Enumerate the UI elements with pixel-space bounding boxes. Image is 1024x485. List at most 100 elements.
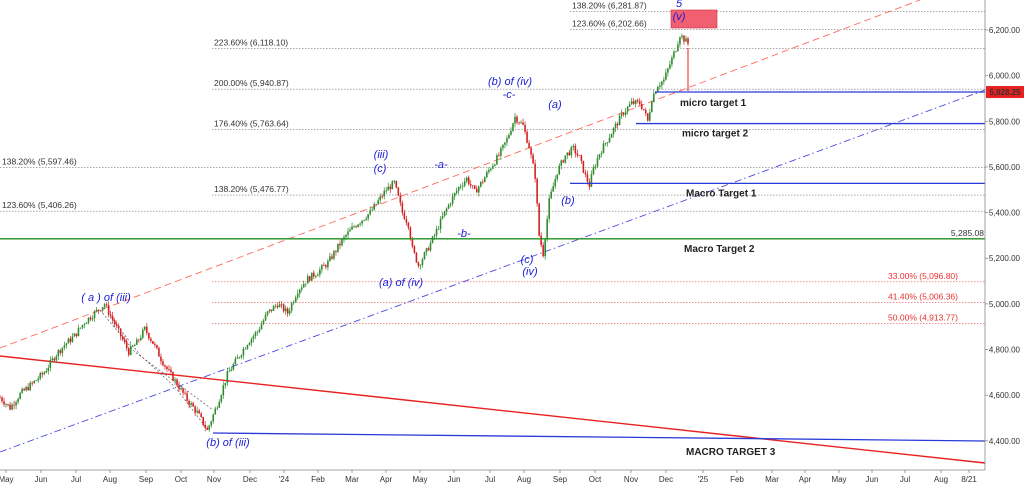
fib-level-label: 138.20% (5,476.77) xyxy=(214,184,289,194)
wave-label: (a) xyxy=(548,99,562,111)
candle-body xyxy=(546,218,548,240)
candle-body xyxy=(622,113,625,115)
candle-body xyxy=(653,93,655,102)
candle-body xyxy=(121,336,124,340)
candle-body xyxy=(558,165,561,175)
candle-body xyxy=(71,336,74,342)
candle-body xyxy=(494,164,496,166)
candle-body xyxy=(278,304,281,308)
candle-body xyxy=(29,382,31,391)
candle-body xyxy=(482,181,484,183)
candle-body xyxy=(657,86,659,93)
macro-target-3-line xyxy=(212,432,986,442)
x-tick-label: Jul xyxy=(485,475,495,484)
candle-body xyxy=(646,113,649,121)
candle-body xyxy=(133,344,136,347)
candle-body xyxy=(282,304,285,312)
candle-body xyxy=(371,209,373,211)
candle-body xyxy=(667,68,669,73)
candle-body xyxy=(166,366,168,370)
candle-body xyxy=(220,395,223,402)
candle-body xyxy=(95,309,98,312)
candle-body xyxy=(451,196,454,204)
x-tick-label: Jun xyxy=(35,475,48,484)
candle-body xyxy=(244,348,247,350)
candle-body xyxy=(99,310,102,312)
candle-body xyxy=(105,304,108,306)
candle-body xyxy=(9,404,11,410)
wave-label: (c) xyxy=(374,163,387,175)
candle-body xyxy=(65,343,68,346)
x-tick-label: Apr xyxy=(380,475,393,484)
candle-body xyxy=(41,373,44,375)
candle-body xyxy=(156,345,158,348)
candle-body xyxy=(83,324,86,325)
candle-body xyxy=(67,338,70,344)
x-tick-label: Aug xyxy=(934,475,948,484)
candle-body xyxy=(140,337,142,341)
candle-body xyxy=(355,226,357,228)
candle-body xyxy=(373,204,375,210)
candle-body xyxy=(655,92,657,94)
candle-body xyxy=(475,188,478,193)
candle-body xyxy=(626,106,629,112)
x-tick-label: Dec xyxy=(243,475,257,484)
x-tick-label: Jun xyxy=(866,475,879,484)
candle-body xyxy=(17,398,19,403)
candle-body xyxy=(383,190,386,197)
candle-body xyxy=(93,311,96,319)
candle-body xyxy=(276,305,279,308)
candle-body xyxy=(200,413,202,417)
candle-body xyxy=(612,128,615,135)
candle-body xyxy=(512,123,514,131)
x-tick-label: Nov xyxy=(624,475,638,484)
candle-body xyxy=(562,160,565,163)
candle-body xyxy=(154,343,156,346)
candle-body xyxy=(333,251,335,259)
candle-body xyxy=(127,348,130,355)
macro-target-3-label: MACRO TARGET 3 xyxy=(686,447,776,458)
fib-levels: 138.20% (6,281.87) 123.60% (6,202.66) 223.… xyxy=(0,0,985,324)
candle-body xyxy=(598,154,601,159)
candle-body xyxy=(306,276,309,284)
x-tick-label: Jun xyxy=(448,475,461,484)
candle-body xyxy=(477,186,480,193)
candle-body xyxy=(564,155,567,163)
candle-body xyxy=(329,256,331,262)
candle-body xyxy=(264,314,267,321)
candle-body xyxy=(630,101,633,105)
candle-body xyxy=(168,369,170,370)
candle-body xyxy=(313,272,315,277)
candle-body xyxy=(363,219,365,221)
candle-body xyxy=(663,79,665,82)
candle-body xyxy=(162,361,164,366)
y-tick-label: 5,600.00 xyxy=(989,163,1021,172)
candle-body xyxy=(319,269,321,275)
candle-body xyxy=(202,416,204,426)
x-tick-label: '24 xyxy=(279,475,290,484)
candle-body xyxy=(496,155,498,165)
candle-body xyxy=(5,404,7,406)
candle-body xyxy=(236,357,239,359)
candle-body xyxy=(47,367,50,372)
candle-body xyxy=(393,180,396,182)
candle-body xyxy=(178,385,180,390)
candle-body xyxy=(421,259,424,266)
candle-body xyxy=(125,342,128,349)
candle-body xyxy=(614,123,617,129)
candle-body xyxy=(455,190,458,194)
candle-body xyxy=(218,401,221,408)
candle-body xyxy=(103,304,106,308)
candle-body xyxy=(576,153,579,156)
candle-body xyxy=(582,160,585,173)
candle-body xyxy=(7,404,9,406)
candle-body xyxy=(411,239,414,247)
y-tick-label: 4,600.00 xyxy=(989,391,1021,400)
candle-body xyxy=(321,265,323,270)
candle-body xyxy=(208,425,211,430)
candle-body xyxy=(419,265,422,266)
candle-body xyxy=(642,108,645,111)
candle-body xyxy=(89,317,92,320)
candle-body xyxy=(3,401,5,405)
candle-body xyxy=(423,252,426,260)
